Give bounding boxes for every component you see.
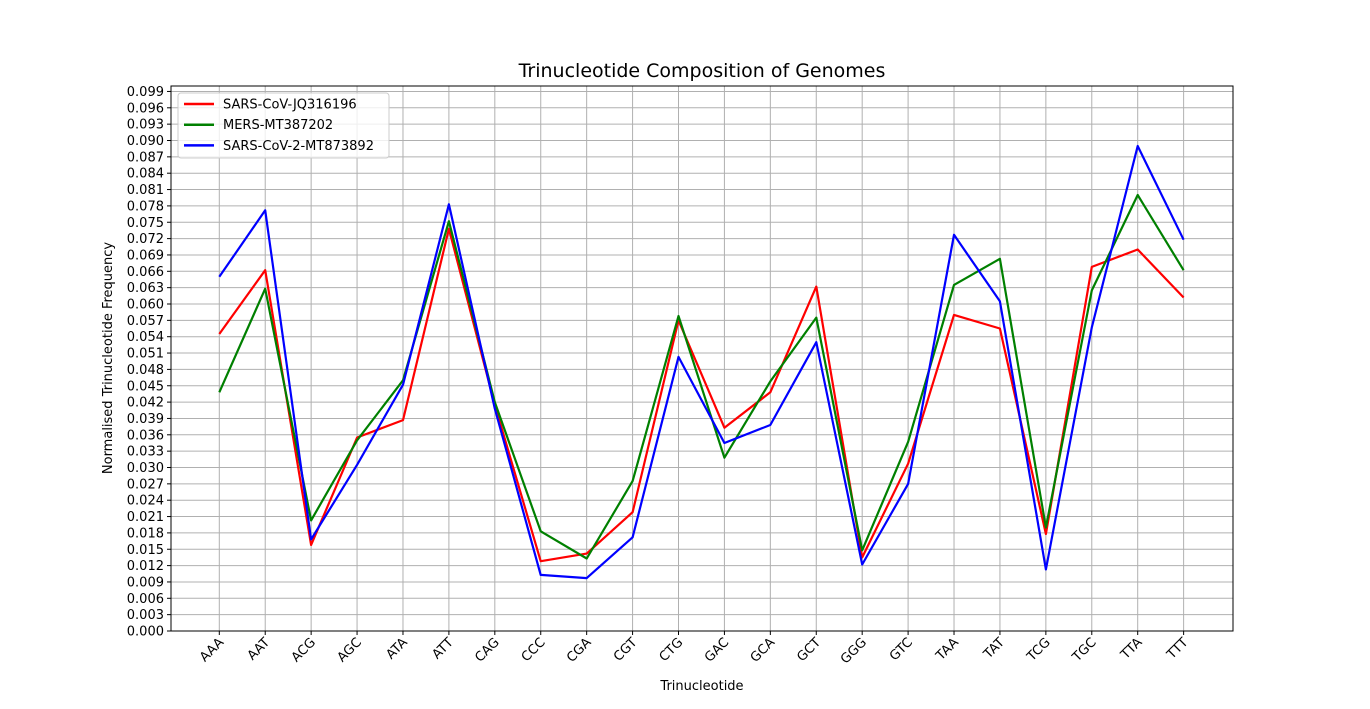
y-tick-label: 0.015 [127, 543, 164, 558]
y-tick-label: 0.078 [127, 199, 164, 214]
chart-title: Trinucleotide Composition of Genomes [518, 60, 886, 82]
series-line-2 [218, 193, 1185, 560]
y-tick-label: 0.063 [127, 281, 164, 296]
y-tick-label: 0.021 [127, 510, 164, 525]
legend-items: SARS-CoV-JQ316196 MERS-MT387202 SARS-CoV-2… [184, 98, 374, 154]
legend-label: SARS-CoV-2-MT873892 [223, 139, 374, 154]
y-tick-label: 0.057 [127, 314, 164, 329]
y-tick-label: 0.084 [127, 167, 164, 182]
y-tick-label: 0.096 [127, 101, 164, 116]
y-tick-label: 0.033 [127, 445, 164, 460]
y-tick-label: 0.051 [127, 347, 164, 362]
y-tick-label: 0.060 [127, 298, 164, 313]
y-tick-label: 0.027 [127, 477, 164, 492]
y-tick-label: 0.069 [127, 248, 164, 263]
y-tick-label: 0.039 [127, 412, 164, 427]
grid [171, 86, 1233, 632]
y-tick-label: 0.093 [127, 118, 164, 133]
y-tick-label: 0.000 [127, 625, 164, 640]
y-tick-label: 0.045 [127, 379, 164, 394]
y-tick-label: 0.018 [127, 526, 164, 541]
legend-label: MERS-MT387202 [223, 118, 333, 133]
y-tick-label: 0.054 [127, 330, 164, 345]
x-axis-title: Trinucleotide [659, 679, 743, 694]
y-tick-label: 0.012 [127, 559, 164, 574]
legend-label: SARS-CoV-JQ316196 [223, 98, 357, 113]
y-tick-label: 0.030 [127, 461, 164, 476]
legend: SARS-CoV-JQ316196 MERS-MT387202 SARS-CoV-2… [177, 92, 390, 159]
y-tick-label: 0.024 [127, 494, 164, 509]
y-tick-label: 0.087 [127, 150, 164, 165]
plot-frame [170, 85, 1234, 632]
y-tick-label: 0.099 [127, 85, 164, 100]
y-tick-label: 0.090 [127, 134, 164, 149]
y-tick-label: 0.066 [127, 265, 164, 280]
series-lines [218, 144, 1185, 580]
y-tick-label: 0.036 [127, 428, 164, 443]
y-tick-label: 0.072 [127, 232, 164, 247]
y-tick-label: 0.075 [127, 216, 164, 231]
y-tick-label: 0.009 [127, 575, 164, 590]
y-tick-label: 0.003 [127, 608, 164, 623]
series-line-3 [218, 144, 1185, 580]
y-tick-label: 0.048 [127, 363, 164, 378]
y-axis-title: Normalised Trinucleotide Frequency [101, 242, 116, 475]
y-tick-label: 0.006 [127, 592, 164, 607]
y-tick-label: 0.081 [127, 183, 164, 198]
y-tick-label: 0.042 [127, 396, 164, 411]
legend-box [177, 92, 390, 159]
